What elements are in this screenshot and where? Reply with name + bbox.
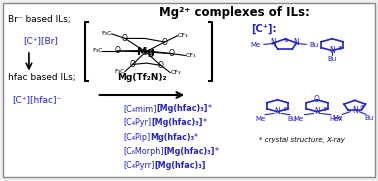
Text: O: O — [161, 37, 167, 47]
Text: Me: Me — [250, 42, 260, 48]
Text: [C⁺]:: [C⁺]: — [251, 24, 277, 34]
Text: [Mg(hfac)₃]: [Mg(hfac)₃] — [163, 147, 215, 156]
Text: [C⁺][hfac]⁻: [C⁺][hfac]⁻ — [12, 95, 61, 104]
Text: [Mg(hfac)₃]: [Mg(hfac)₃] — [156, 104, 208, 113]
Text: [Mg(hfac)₃]: [Mg(hfac)₃] — [154, 161, 206, 171]
Text: [C⁺][Br]: [C⁺][Br] — [23, 37, 58, 46]
Text: Mg: Mg — [137, 47, 155, 57]
Text: Bu: Bu — [310, 42, 319, 48]
Text: F₃C: F₃C — [115, 69, 125, 74]
Text: *: * — [215, 147, 219, 156]
Text: O: O — [314, 95, 320, 104]
Text: Bu: Bu — [365, 115, 374, 121]
Text: CF₃: CF₃ — [178, 33, 188, 38]
Text: *: * — [194, 133, 198, 142]
Text: [Mg(hfac)₃]: [Mg(hfac)₃] — [151, 118, 203, 127]
Text: O: O — [122, 34, 128, 43]
Text: ⊕: ⊕ — [359, 105, 364, 110]
Text: *: * — [203, 118, 206, 127]
Text: ⊕: ⊕ — [322, 107, 327, 112]
Text: [C₄Pyr]: [C₄Pyr] — [123, 118, 151, 127]
Text: N: N — [329, 46, 335, 55]
Text: ⁻: ⁻ — [214, 11, 219, 21]
FancyBboxPatch shape — [3, 3, 375, 177]
Text: CF₃: CF₃ — [185, 53, 196, 58]
Text: O: O — [158, 61, 164, 70]
Text: Me: Me — [293, 116, 304, 122]
Text: N: N — [294, 38, 299, 47]
Text: N: N — [352, 106, 358, 115]
Text: * crystal structure, X-ray: * crystal structure, X-ray — [259, 137, 345, 144]
Text: ⊕: ⊕ — [337, 46, 342, 51]
Text: CF₃: CF₃ — [170, 70, 181, 75]
Text: Bu: Bu — [288, 116, 297, 122]
Text: O: O — [130, 60, 135, 69]
Text: F₃C: F₃C — [101, 31, 112, 36]
Text: O: O — [115, 47, 120, 56]
Text: Me: Me — [333, 115, 343, 121]
Text: [C₄mim]: [C₄mim] — [123, 104, 156, 113]
Text: Mg(Tf₂N)₂: Mg(Tf₂N)₂ — [117, 73, 167, 82]
Text: [C₆Morph]: [C₆Morph] — [123, 147, 164, 156]
Text: N: N — [275, 107, 280, 116]
Text: Mg(hfac)₃: Mg(hfac)₃ — [150, 133, 194, 142]
Text: N: N — [314, 107, 320, 116]
Text: hfac based ILs;: hfac based ILs; — [8, 73, 76, 82]
Text: [C₄Pip]: [C₄Pip] — [123, 133, 150, 142]
Text: O: O — [169, 49, 175, 58]
Text: ⊕: ⊕ — [284, 38, 288, 43]
Text: Mg²⁺ complexes of ILs:: Mg²⁺ complexes of ILs: — [159, 6, 310, 19]
Text: Me: Me — [255, 116, 265, 122]
Text: Hex: Hex — [329, 116, 342, 122]
Text: [C₄Pyrr]: [C₄Pyrr] — [123, 161, 155, 171]
Text: Bu: Bu — [327, 56, 337, 62]
Text: ⊕: ⊕ — [283, 107, 287, 112]
Text: Br⁻ based ILs;: Br⁻ based ILs; — [8, 15, 71, 24]
Text: F₃C: F₃C — [92, 49, 102, 54]
Text: *: * — [208, 104, 212, 113]
Text: N: N — [271, 38, 276, 47]
